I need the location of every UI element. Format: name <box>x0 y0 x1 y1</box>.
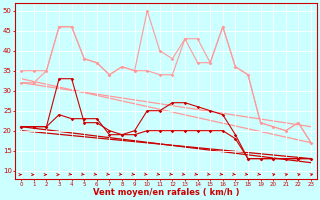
X-axis label: Vent moyen/en rafales ( km/h ): Vent moyen/en rafales ( km/h ) <box>93 188 239 197</box>
